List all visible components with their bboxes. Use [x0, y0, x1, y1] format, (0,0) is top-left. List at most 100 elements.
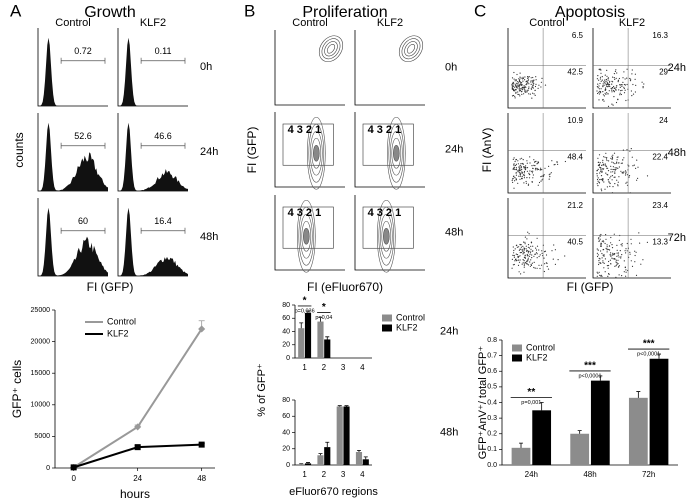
legend-label: KLF2: [526, 352, 548, 362]
event-dot: [597, 168, 599, 170]
event-dot: [512, 246, 514, 248]
event-dot: [610, 255, 612, 257]
event-dot: [536, 267, 538, 269]
event-dot: [609, 85, 611, 88]
bar: [649, 358, 669, 465]
column-header: KLF2: [377, 17, 403, 29]
event-dot: [646, 241, 649, 243]
event-dot: [624, 174, 627, 176]
event-dot: [623, 83, 626, 86]
gate: [282, 123, 334, 166]
event-dot: [617, 254, 619, 256]
event-dot: [513, 83, 515, 85]
event-dot: [596, 275, 598, 277]
event-dot: [617, 266, 620, 268]
event-dot: [526, 89, 528, 91]
event-dot: [616, 167, 618, 169]
p-value: p=0,04: [315, 315, 332, 321]
y-tick-label: 25000: [31, 307, 51, 314]
histogram: [118, 37, 188, 106]
y-tick-label: 0: [46, 465, 50, 472]
event-dot: [524, 168, 526, 170]
event-dot: [513, 89, 515, 91]
event-dot: [548, 174, 550, 176]
legend-label: Control: [526, 342, 555, 352]
event-dot: [521, 248, 523, 250]
event-dot: [615, 259, 618, 261]
event-dot: [526, 162, 528, 164]
event-dot: [554, 263, 557, 265]
event-dot: [632, 83, 634, 86]
event-dot: [541, 175, 543, 177]
event-dot: [617, 167, 619, 169]
event-dot: [614, 172, 616, 174]
event-dot: [520, 77, 522, 79]
event-dot: [634, 91, 637, 93]
event-dot: [523, 249, 525, 251]
column-header: Control: [55, 17, 90, 29]
event-dot: [533, 93, 535, 95]
event-dot: [533, 261, 535, 263]
event-dot: [538, 181, 541, 184]
bar: [317, 455, 324, 465]
event-dot: [610, 242, 612, 244]
event-dot: [610, 87, 612, 89]
plot-axes: [592, 28, 671, 109]
event-dot: [522, 80, 524, 82]
event-dot: [611, 244, 613, 246]
event-dot: [532, 170, 534, 172]
event-dot: [596, 183, 598, 185]
contour: [376, 199, 396, 273]
event-dot: [617, 99, 619, 101]
event-dot: [515, 79, 517, 81]
contour: [321, 38, 341, 60]
event-dot: [607, 79, 609, 81]
error-bar: [299, 322, 304, 329]
event-dot: [616, 244, 618, 246]
event-dot: [518, 168, 520, 170]
event-dot: [535, 252, 538, 254]
event-dot: [512, 254, 514, 256]
event-dot: [514, 160, 516, 163]
event-dot: [623, 157, 625, 159]
contour: [389, 130, 403, 176]
event-dot: [598, 237, 600, 239]
event-dot: [602, 260, 604, 262]
event-dot: [521, 263, 523, 265]
event-dot: [600, 275, 602, 277]
event-dot: [603, 262, 605, 264]
event-dot: [519, 167, 521, 169]
event-dot: [613, 85, 615, 88]
event-dot: [596, 255, 599, 258]
event-dot: [543, 257, 545, 259]
event-dot: [527, 231, 529, 233]
event-dot: [620, 162, 622, 164]
event-dot: [626, 250, 628, 252]
marker: [134, 444, 141, 451]
event-dot: [546, 262, 548, 264]
event-dot: [606, 167, 608, 169]
event-dot: [620, 93, 623, 96]
event-dot: [526, 167, 529, 169]
event-dot: [602, 94, 605, 96]
event-dot: [609, 182, 611, 184]
event-dot: [616, 161, 618, 163]
event-dot: [530, 245, 532, 247]
quadrant-lines: [593, 198, 671, 278]
event-dot: [626, 68, 628, 70]
event-dot: [606, 85, 608, 87]
event-dot: [600, 178, 602, 180]
event-dot: [518, 249, 521, 251]
gate: [140, 57, 186, 64]
y-tick-label: 20000: [31, 338, 51, 345]
event-dot: [518, 166, 520, 168]
event-dot: [533, 164, 535, 166]
event-dot: [533, 266, 535, 269]
event-dot: [623, 86, 625, 88]
event-dot: [602, 180, 604, 182]
event-dot: [523, 87, 526, 89]
event-dot: [523, 256, 526, 258]
event-dot: [616, 72, 618, 74]
event-dot: [513, 187, 515, 189]
event-dot: [523, 241, 525, 243]
